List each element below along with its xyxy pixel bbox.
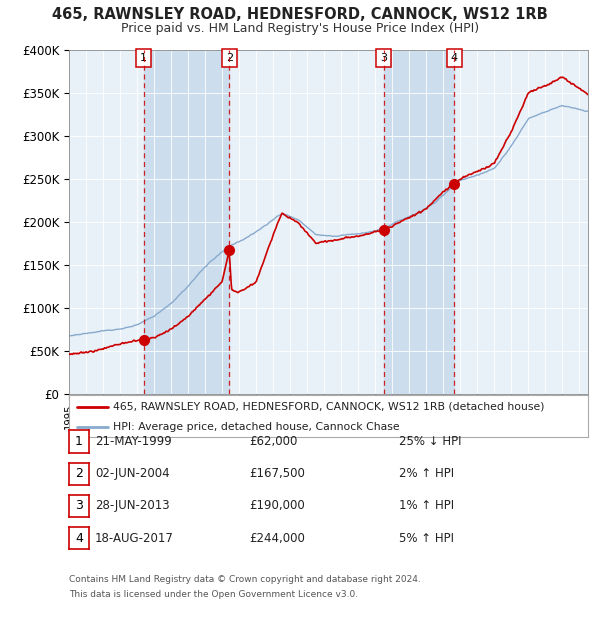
Bar (143, 50, 229, 394)
Text: 2: 2 (226, 53, 233, 63)
Text: 21-MAY-1999: 21-MAY-1999 (95, 435, 172, 448)
Text: 2% ↑ HPI: 2% ↑ HPI (399, 467, 454, 480)
Text: 3: 3 (75, 500, 83, 512)
Text: 4: 4 (451, 53, 458, 63)
Text: £190,000: £190,000 (249, 500, 305, 512)
Text: 28-JUN-2013: 28-JUN-2013 (95, 500, 169, 512)
Text: 25% ↓ HPI: 25% ↓ HPI (399, 435, 461, 448)
Text: 1: 1 (140, 53, 147, 63)
Bar (383, 50, 454, 394)
Text: 3: 3 (380, 53, 387, 63)
Text: This data is licensed under the Open Government Licence v3.0.: This data is licensed under the Open Gov… (69, 590, 358, 600)
Text: 1: 1 (75, 435, 83, 448)
Text: 02-JUN-2004: 02-JUN-2004 (95, 467, 169, 480)
Text: 5% ↑ HPI: 5% ↑ HPI (399, 532, 454, 544)
Text: 465, RAWNSLEY ROAD, HEDNESFORD, CANNOCK, WS12 1RB (detached house): 465, RAWNSLEY ROAD, HEDNESFORD, CANNOCK,… (113, 402, 545, 412)
Text: 18-AUG-2017: 18-AUG-2017 (95, 532, 173, 544)
Text: 4: 4 (75, 532, 83, 544)
Text: HPI: Average price, detached house, Cannock Chase: HPI: Average price, detached house, Cann… (113, 422, 400, 432)
Text: £62,000: £62,000 (249, 435, 298, 448)
Text: 465, RAWNSLEY ROAD, HEDNESFORD, CANNOCK, WS12 1RB: 465, RAWNSLEY ROAD, HEDNESFORD, CANNOCK,… (52, 7, 548, 22)
Text: Price paid vs. HM Land Registry's House Price Index (HPI): Price paid vs. HM Land Registry's House … (121, 22, 479, 35)
Text: £244,000: £244,000 (249, 532, 305, 544)
Text: Contains HM Land Registry data © Crown copyright and database right 2024.: Contains HM Land Registry data © Crown c… (69, 575, 421, 585)
Text: 2: 2 (75, 467, 83, 480)
Text: 1% ↑ HPI: 1% ↑ HPI (399, 500, 454, 512)
Text: £167,500: £167,500 (249, 467, 305, 480)
